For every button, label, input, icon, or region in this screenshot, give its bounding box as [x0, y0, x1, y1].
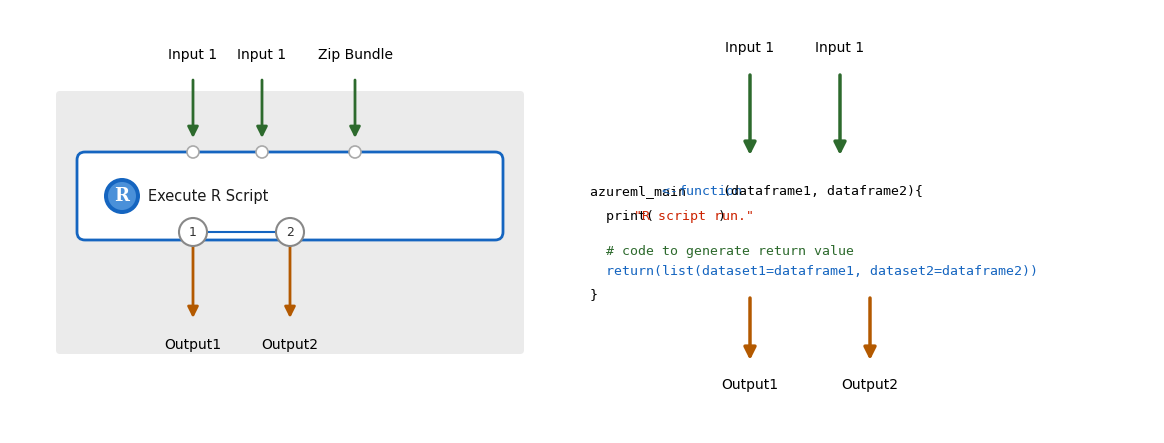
- Text: 1: 1: [189, 225, 197, 238]
- Text: }: }: [590, 288, 598, 301]
- Text: Input 1: Input 1: [169, 48, 218, 62]
- Text: azureml_main: azureml_main: [590, 185, 694, 198]
- Text: # code to generate return value: # code to generate return value: [590, 245, 854, 258]
- Text: return(list(dataset1=dataframe1, dataset2=dataframe2)): return(list(dataset1=dataframe1, dataset…: [590, 265, 1038, 278]
- Text: Output2: Output2: [842, 378, 899, 392]
- Text: (dataframe1, dataframe2){: (dataframe1, dataframe2){: [723, 185, 923, 198]
- Text: Output1: Output1: [722, 378, 779, 392]
- FancyBboxPatch shape: [56, 91, 524, 354]
- Circle shape: [104, 178, 140, 214]
- Text: Input 1: Input 1: [816, 41, 865, 55]
- FancyBboxPatch shape: [77, 152, 503, 240]
- Text: "R script run.": "R script run.": [634, 210, 754, 223]
- Circle shape: [187, 146, 199, 158]
- Circle shape: [276, 218, 304, 246]
- Text: print(: print(: [590, 210, 654, 223]
- Text: Input 1: Input 1: [725, 41, 774, 55]
- Text: ): ): [718, 210, 725, 223]
- Text: R: R: [114, 187, 129, 205]
- Text: 2: 2: [286, 225, 294, 238]
- Circle shape: [349, 146, 361, 158]
- Circle shape: [108, 182, 136, 210]
- Text: Output1: Output1: [164, 338, 221, 352]
- Text: Output2: Output2: [262, 338, 319, 352]
- Text: <-: <-: [662, 185, 686, 198]
- Text: Zip Bundle: Zip Bundle: [318, 48, 392, 62]
- Text: function: function: [679, 185, 743, 198]
- Text: Input 1: Input 1: [237, 48, 286, 62]
- Text: Execute R Script: Execute R Script: [148, 189, 269, 203]
- Circle shape: [179, 218, 207, 246]
- Circle shape: [256, 146, 268, 158]
